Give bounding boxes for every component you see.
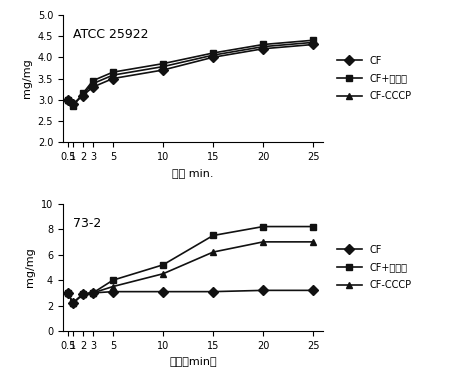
CF+流力菈 [260,42,266,47]
CF [110,289,116,294]
Text: 73-2: 73-2 [73,216,101,230]
CF-CCCP [311,240,316,244]
CF-CCCP [65,291,70,295]
CF+流力菈 [110,70,116,74]
Line: CF+流力菈: CF+流力菈 [64,223,317,307]
CF-CCCP [65,98,70,102]
CF-CCCP [211,250,216,254]
CF-CCCP [70,103,75,107]
CF [65,98,70,102]
X-axis label: 时间 min.: 时间 min. [172,167,214,178]
CF-CCCP [80,292,86,296]
CF-CCCP [260,240,266,244]
Line: CF+流力菈: CF+流力菈 [64,37,317,110]
CF-CCCP [211,53,216,57]
CF [260,46,266,51]
CF [70,102,75,106]
CF+流力菈 [160,263,166,267]
CF [311,42,316,47]
CF+流力菈 [260,224,266,229]
CF-CCCP [70,301,75,305]
CF-CCCP [90,81,96,86]
Line: CF-CCCP: CF-CCCP [64,238,317,307]
CF+流力菈 [80,292,86,296]
CF-CCCP [260,45,266,49]
CF+流力菈 [65,291,70,295]
CF+流力菈 [311,224,316,229]
CF+流力菈 [70,301,75,305]
CF+流力菈 [160,61,166,66]
CF-CCCP [80,92,86,97]
CF-CCCP [160,64,166,69]
CF [211,55,216,60]
CF [70,301,75,305]
CF-CCCP [110,284,116,289]
CF-CCCP [90,291,96,295]
CF+流力菈 [80,91,86,96]
CF [80,292,86,296]
Y-axis label: mg/mg: mg/mg [25,248,35,287]
CF+流力菈 [70,104,75,109]
CF [211,289,216,294]
Y-axis label: mg/mg: mg/mg [22,59,32,98]
CF+流力菈 [311,38,316,42]
CF+流力菈 [110,278,116,282]
Text: ATCC 25922: ATCC 25922 [73,28,149,41]
CF-CCCP [160,272,166,276]
CF [65,291,70,295]
CF+流力菈 [90,78,96,83]
X-axis label: 时间（min）: 时间（min） [169,357,217,367]
CF+流力菈 [211,233,216,238]
Line: CF: CF [64,41,317,107]
CF [80,93,86,98]
CF [90,291,96,295]
CF+流力菈 [65,98,70,102]
CF [160,289,166,294]
CF [260,288,266,293]
CF [160,68,166,72]
CF+流力菈 [211,51,216,55]
CF [90,85,96,89]
CF+流力菈 [90,291,96,295]
CF-CCCP [110,73,116,77]
CF [311,288,316,293]
Legend: CF, CF+流力菈, CF-CCCP: CF, CF+流力菈, CF-CCCP [333,241,415,294]
Line: CF-CCCP: CF-CCCP [64,39,317,108]
CF-CCCP [311,40,316,45]
Legend: CF, CF+流力菈, CF-CCCP: CF, CF+流力菈, CF-CCCP [333,52,415,105]
Line: CF: CF [64,287,317,307]
CF [110,76,116,81]
